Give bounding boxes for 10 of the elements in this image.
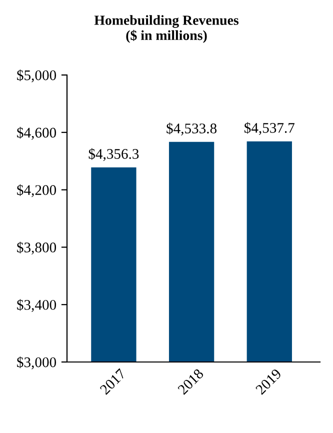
y-tick-label: $3,800 (17, 242, 56, 254)
data-label: $4,533.8 (166, 122, 217, 136)
y-tick-label: $3,000 (17, 356, 56, 370)
y-tick-label: $4,600 (17, 126, 56, 140)
y-tick-label: $5,000 (17, 70, 56, 82)
data-label: $4,356.3 (88, 148, 139, 161)
chart-title: Homebuilding Revenues ($ in millions) (94, 15, 239, 43)
data-label: $4,537.7 (244, 122, 294, 135)
y-tick-label: $4,200 (17, 184, 56, 198)
y-tick-label: $3,400 (17, 299, 56, 312)
